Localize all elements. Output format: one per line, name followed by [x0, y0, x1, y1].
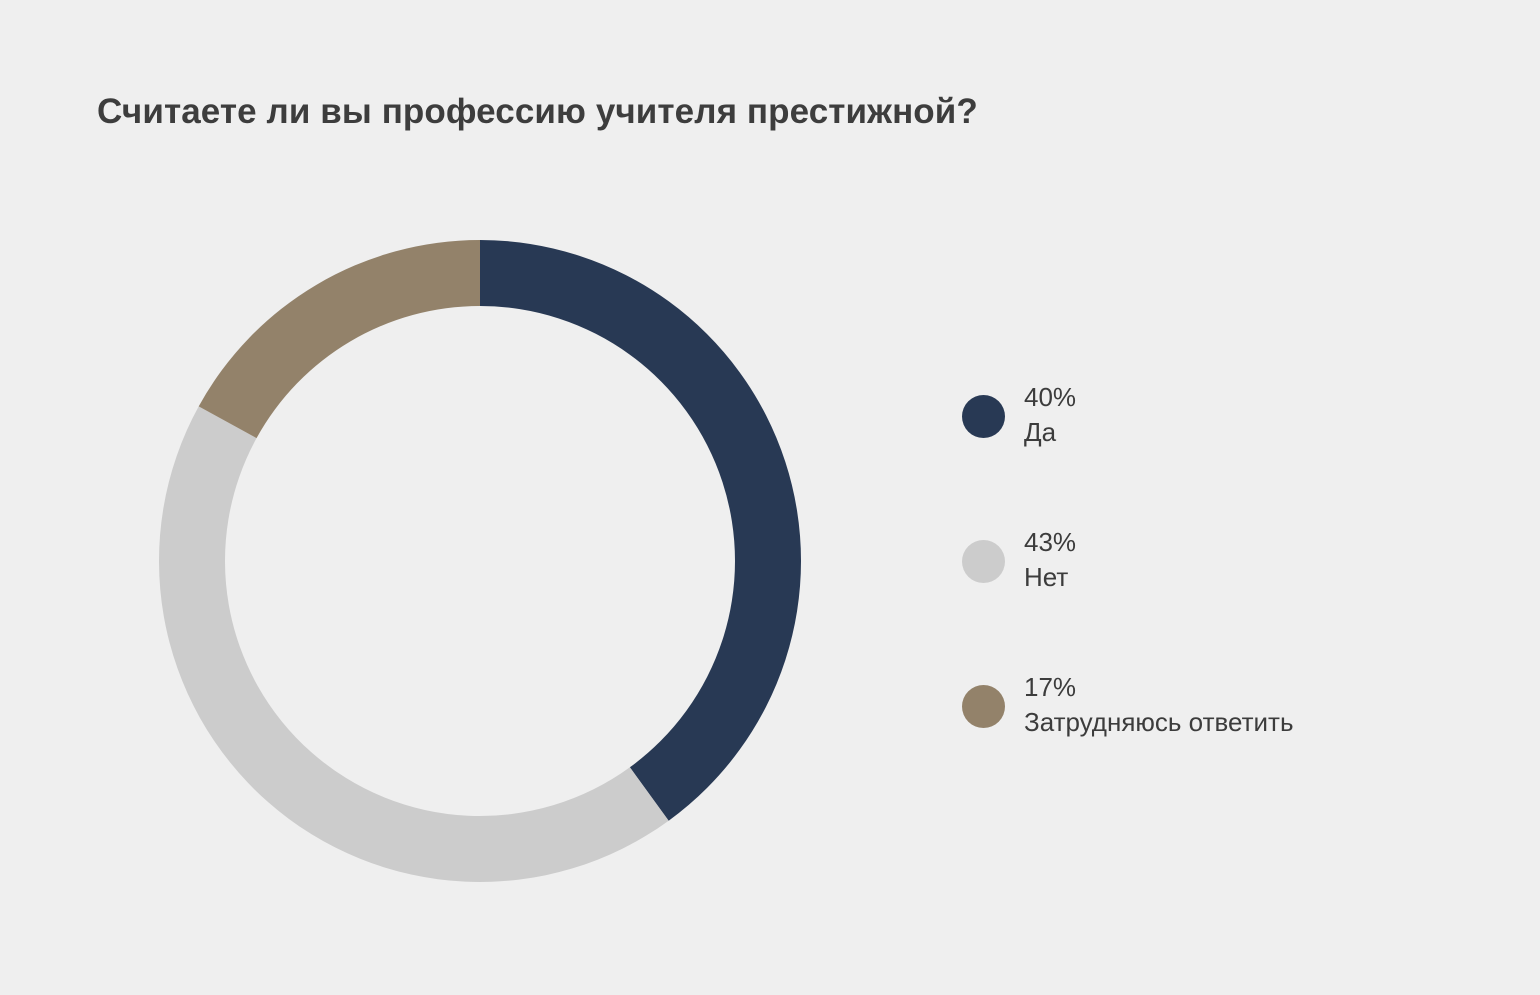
legend-swatch-unsure — [962, 685, 1005, 728]
legend-swatch-yes — [962, 395, 1005, 438]
legend-value-no: 43% — [1024, 527, 1077, 557]
chart-title: Считаете ли вы профессию учителя престиж… — [97, 92, 978, 131]
legend-label-yes: Да — [1024, 417, 1057, 447]
legend-swatch-no — [962, 540, 1005, 583]
legend-label-no: Нет — [1024, 562, 1069, 592]
legend-value-yes: 40% — [1024, 382, 1077, 412]
donut-slice-unsure — [198, 240, 480, 439]
legend-label-unsure: Затрудняюсь ответить — [1024, 707, 1294, 737]
legend-value-unsure: 17% — [1024, 672, 1077, 702]
donut-slice-yes — [480, 240, 801, 821]
donut-slice-no — [159, 406, 669, 882]
